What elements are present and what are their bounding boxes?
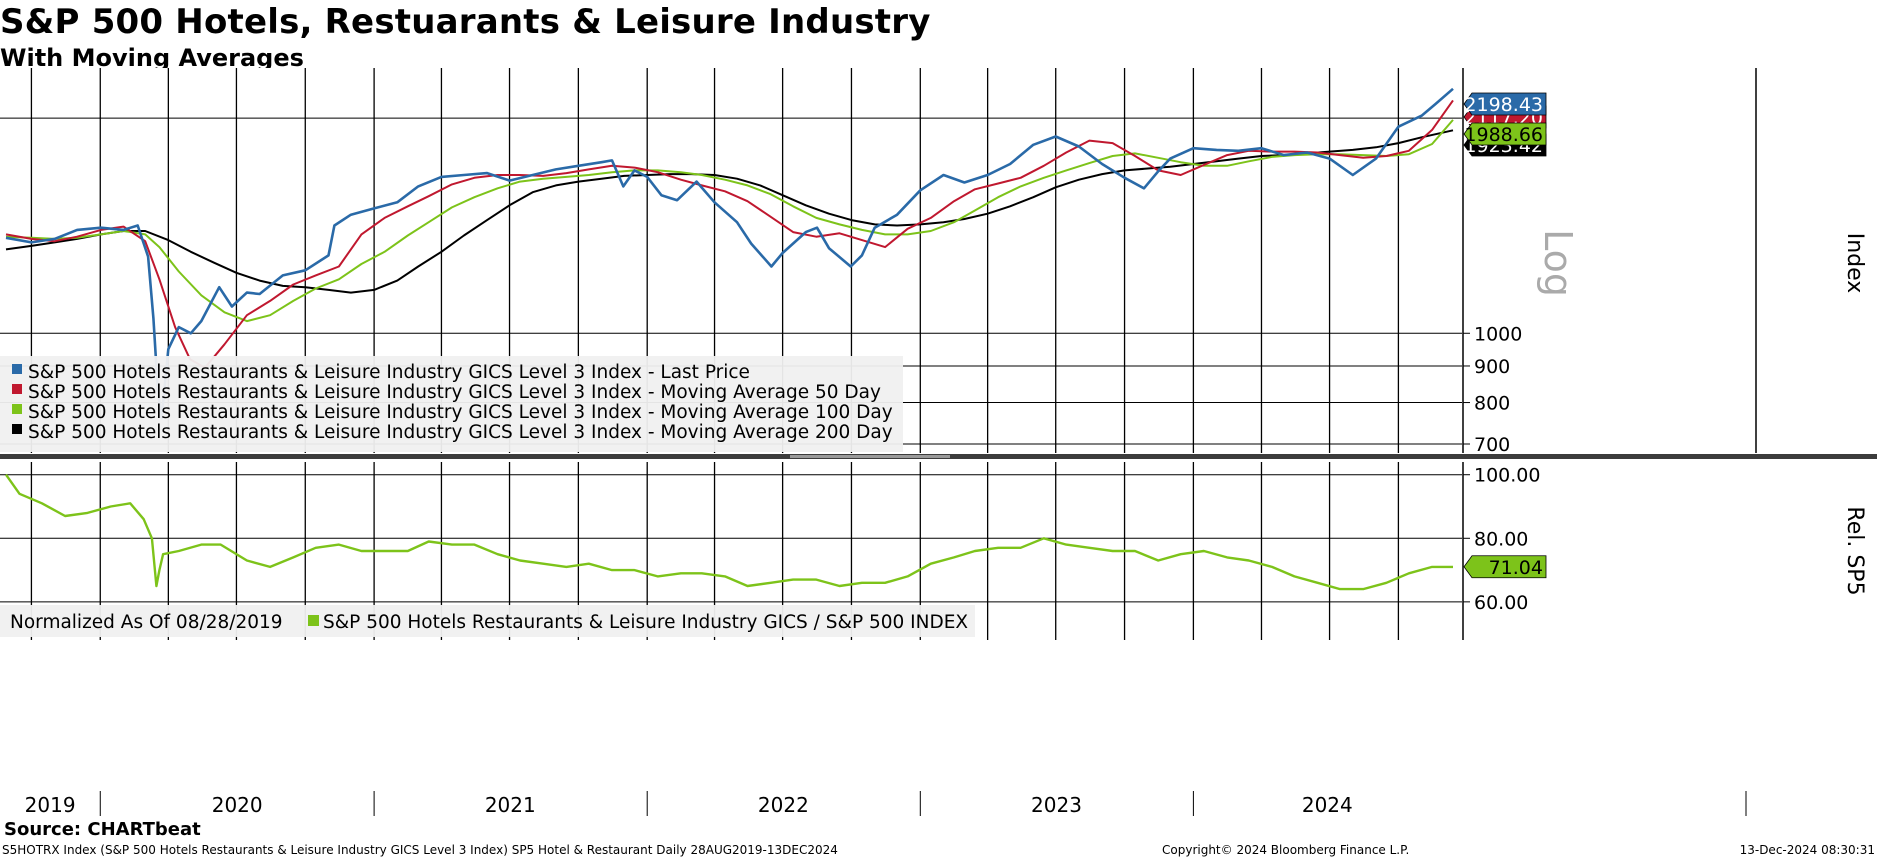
relative-last-tag-box	[1463, 555, 1547, 579]
relative-last-tag: 71.04	[1463, 555, 1547, 579]
relative-line	[5, 474, 1453, 591]
log-scale-label: Log	[1536, 229, 1580, 297]
x-tick-label: 2024	[1302, 793, 1353, 817]
footer-timestamp: 13-Dec-2024 08:30:31	[1739, 843, 1875, 857]
price-tick-label: 800	[1474, 393, 1510, 415]
x-tick-label: 2022	[758, 793, 809, 817]
x-tick-label: 2021	[485, 793, 536, 817]
last-price-tag-text: 2198.43	[1464, 94, 1543, 116]
relative-legend: Normalized As Of 08/28/2019 S&P 500 Hotel…	[0, 605, 975, 637]
relative-axis-title: Rel. SP5	[1842, 506, 1867, 595]
price-axis-title: Index	[1842, 233, 1867, 294]
footer-copyright: Copyright© 2024 Bloomberg Finance L.P.	[1162, 843, 1410, 857]
last-price-tag: 2198.43	[1463, 92, 1547, 116]
legend-swatch	[12, 364, 22, 374]
last-price-line	[5, 87, 1454, 420]
relative-horizontal-gridlines	[0, 474, 1462, 603]
x-tick-label: 2019	[25, 793, 76, 817]
legend-swatch	[12, 384, 22, 394]
price-tick-label: 1000	[1474, 323, 1522, 345]
chart-subtitle: With Moving Averages	[0, 44, 304, 72]
ma50-line	[5, 99, 1454, 369]
source-label: Source: CHARTbeat	[4, 819, 201, 840]
ma100-last-tag-box	[1463, 122, 1547, 146]
legend-label: S&P 500 Hotels Restaurants & Leisure Ind…	[28, 402, 893, 423]
relative-tick-label: 100.00	[1474, 465, 1540, 487]
price-series-group	[5, 87, 1454, 420]
price-y-ticks: 700 800 900 1000	[1463, 323, 1522, 456]
legend-swatch	[12, 424, 22, 434]
ma200-line	[5, 129, 1454, 294]
footer-description: S5HOTRX Index (S&P 500 Hotels Restaurant…	[2, 843, 838, 857]
relative-last-tag-text: 71.04	[1489, 557, 1543, 579]
legend-label: S&P 500 Hotels Restaurants & Leisure Ind…	[28, 362, 750, 383]
normalized-label: Normalized As Of 08/28/2019	[10, 612, 283, 633]
legend-label: S&P 500 Hotels Restaurants & Leisure Ind…	[28, 382, 881, 403]
price-tick-label: 900	[1474, 356, 1510, 378]
relative-legend-swatch	[308, 615, 319, 626]
ma100-last-tag: 1988.66	[1463, 122, 1547, 146]
price-tick-label: 700	[1474, 434, 1510, 456]
chart-title: S&P 500 Hotels, Restuarants & Leisure In…	[0, 2, 931, 42]
ma100-last-tag-text: 1988.66	[1464, 124, 1543, 146]
ma100-line	[5, 119, 1454, 323]
price-legend: S&P 500 Hotels Restaurants & Leisure Ind…	[0, 356, 903, 452]
x-tick-label: 2020	[212, 793, 263, 817]
legend-swatch	[12, 404, 22, 414]
legend-label: S&P 500 Hotels Restaurants & Leisure Ind…	[28, 422, 893, 443]
last-price-tag-box	[1463, 92, 1547, 116]
x-tick-label: 2023	[1031, 793, 1082, 817]
panel-divider-handle	[790, 455, 950, 458]
relative-y-ticks: 100.00 80.00 60.00	[1463, 465, 1540, 614]
x-axis: 2019 2020 2021 2022 2023 2024	[25, 791, 1747, 817]
price-legend-bg	[0, 356, 903, 452]
relative-tick-label: 60.00	[1474, 592, 1528, 614]
relative-tick-label: 80.00	[1474, 528, 1528, 550]
relative-legend-bg	[0, 605, 975, 637]
relative-legend-label: S&P 500 Hotels Restaurants & Leisure Ind…	[323, 612, 968, 633]
